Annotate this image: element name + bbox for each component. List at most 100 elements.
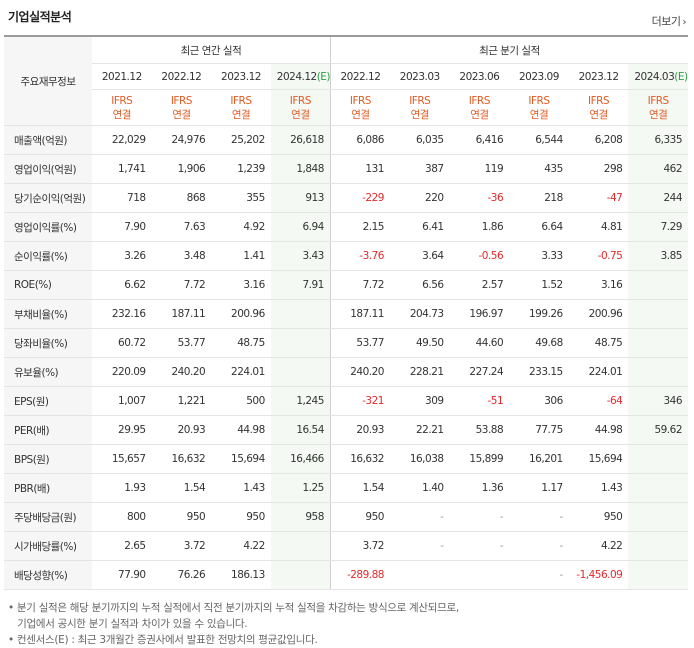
table-cell: 22,029 [92,125,152,155]
table-cell: 224.01 [568,357,629,387]
row-label: 영업이익률(%) [4,212,92,242]
table-cell: 53.77 [151,328,212,358]
row-label: ROE(%) [4,270,92,300]
table-cell: -289.88 [329,560,390,590]
period-header: 2023.09 [509,63,569,90]
period-header: 2024.03(E) [628,63,688,90]
period-label: 2023.06 [459,70,500,83]
row-label: 영업이익(억원) [4,154,92,184]
ifrs-bottom: 연결 [172,108,191,121]
ifrs-top: IFRS [111,94,133,107]
ifrs-top: IFRS [647,94,670,107]
table-cell: 500 [211,386,271,416]
ifrs-top: IFRS [170,94,193,107]
table-cell [628,502,688,532]
table-cell: -36 [449,183,510,213]
table-cell: 346 [628,386,688,416]
period-header: 2021.12 [92,63,152,90]
table-cell: 3.43 [270,241,331,271]
table-cell: 20.93 [329,415,390,445]
section-title: 기업실적분석 [8,10,72,24]
table-cell: 2.15 [329,212,390,242]
ifrs-label: IFRS 연결 [509,89,569,126]
table-cell: 60.72 [92,328,152,358]
table-cell: 1,245 [270,386,331,416]
ifrs-top: IFRS [409,94,431,107]
row-label: 유보율(%) [4,357,92,387]
period-header: 2023.03 [389,63,450,90]
table-cell: -0.56 [449,241,510,271]
ifrs-bottom: 연결 [351,108,370,121]
financial-table: 주요재무정보 최근 연간 실적 최근 분기 실적 2021.12 2022.12 2… [4,35,688,590]
table-cell: -51 [449,386,510,416]
table-cell: 950 [211,502,271,532]
table-cell: 7.63 [151,212,212,242]
table-cell: 6,416 [449,125,510,155]
row-label: 배당성향(%) [4,560,92,590]
table-cell: -47 [568,183,629,213]
table-row: 당기순이익(억원) 718 868 355 913 -229 220 -36 218 -47 244 [4,183,688,213]
row-label: PBR(배) [4,473,92,503]
table-cell: 3.72 [151,531,212,561]
ifrs-label: IFRS 연결 [329,89,390,126]
ifrs-top: IFRS [528,94,550,107]
table-cell: 868 [151,183,212,213]
table-cell: 77.75 [509,415,569,445]
table-cell: 196.97 [449,299,510,329]
table-cell: - [449,531,510,561]
table-cell [270,328,331,358]
more-link[interactable]: 더보기 › [652,13,687,29]
table-cell: -0.75 [568,241,629,271]
table-cell: -64 [568,386,629,416]
row-label: 당좌비율(%) [4,328,92,358]
table-cell: 218 [509,183,569,213]
table-cell: 187.11 [329,299,390,329]
table-cell [389,560,450,590]
table-cell: 355 [211,183,271,213]
table-cell: 6.56 [389,270,450,300]
table-cell: 435 [509,154,569,184]
ifrs-label: IFRS 연결 [211,89,271,126]
table-cell: 224.01 [211,357,271,387]
ifrs-bottom: 연결 [112,108,132,121]
table-cell: 2.57 [449,270,510,300]
ifrs-bottom: 연결 [589,108,608,121]
table-cell: 131 [329,154,390,184]
footnotes: • 분기 실적은 해당 분기까지의 누적 실적에서 직전 분기까지의 누적 실적… [8,600,459,648]
table-row: 유보율(%) 220.09 240.20 224.01 240.20 228.21 227.… [4,357,688,387]
table-cell [270,299,331,329]
table-cell: 6,335 [628,125,688,155]
row-label: 순이익률(%) [4,241,92,271]
table-cell: 306 [509,386,569,416]
table-cell: - [449,502,510,532]
table-row: EPS(원) 1,007 1,221 500 1,245 -321 309 -51 306 -64… [4,386,688,416]
period-label: 2023.03 [399,70,440,83]
table-cell: 53.77 [329,328,390,358]
table-cell: 6.64 [509,212,569,242]
table-cell: 913 [270,183,331,213]
period-label: 2021.12 [101,70,142,83]
table-row: 순이익률(%) 3.26 3.48 1.41 3.43 -3.76 3.64 -0.56 3.3… [4,241,688,271]
table-cell: 240.20 [329,357,390,387]
row-label: 주당배당금(원) [4,502,92,532]
table-cell: 240.20 [151,357,212,387]
table-row: 배당성향(%) 77.90 76.26 186.13 -289.88 - -1,456.09 [4,560,688,590]
table-cell [270,357,331,387]
table-cell: 718 [92,183,152,213]
table-cell: 6.94 [270,212,331,242]
table-cell: 119 [449,154,510,184]
table-row: PBR(배) 1.93 1.54 1.43 1.25 1.54 1.40 1.36 1.17 1.… [4,473,688,503]
table-cell: 3.26 [92,241,152,271]
table-cell: 3.64 [389,241,450,271]
table-cell: 3.33 [509,241,569,271]
ifrs-top: IFRS [289,94,312,107]
period-header: 2024.12(E) [270,63,331,90]
table-cell: 20.93 [151,415,212,445]
period-label: 2023.12 [221,70,261,83]
period-header: 2022.12 [151,63,212,90]
table-cell: 1,848 [270,154,331,184]
period-header: 2023.06 [449,63,510,90]
ifrs-bottom: 연결 [649,108,668,121]
row-label: PER(배) [4,415,92,445]
table-cell: 958 [270,502,331,532]
